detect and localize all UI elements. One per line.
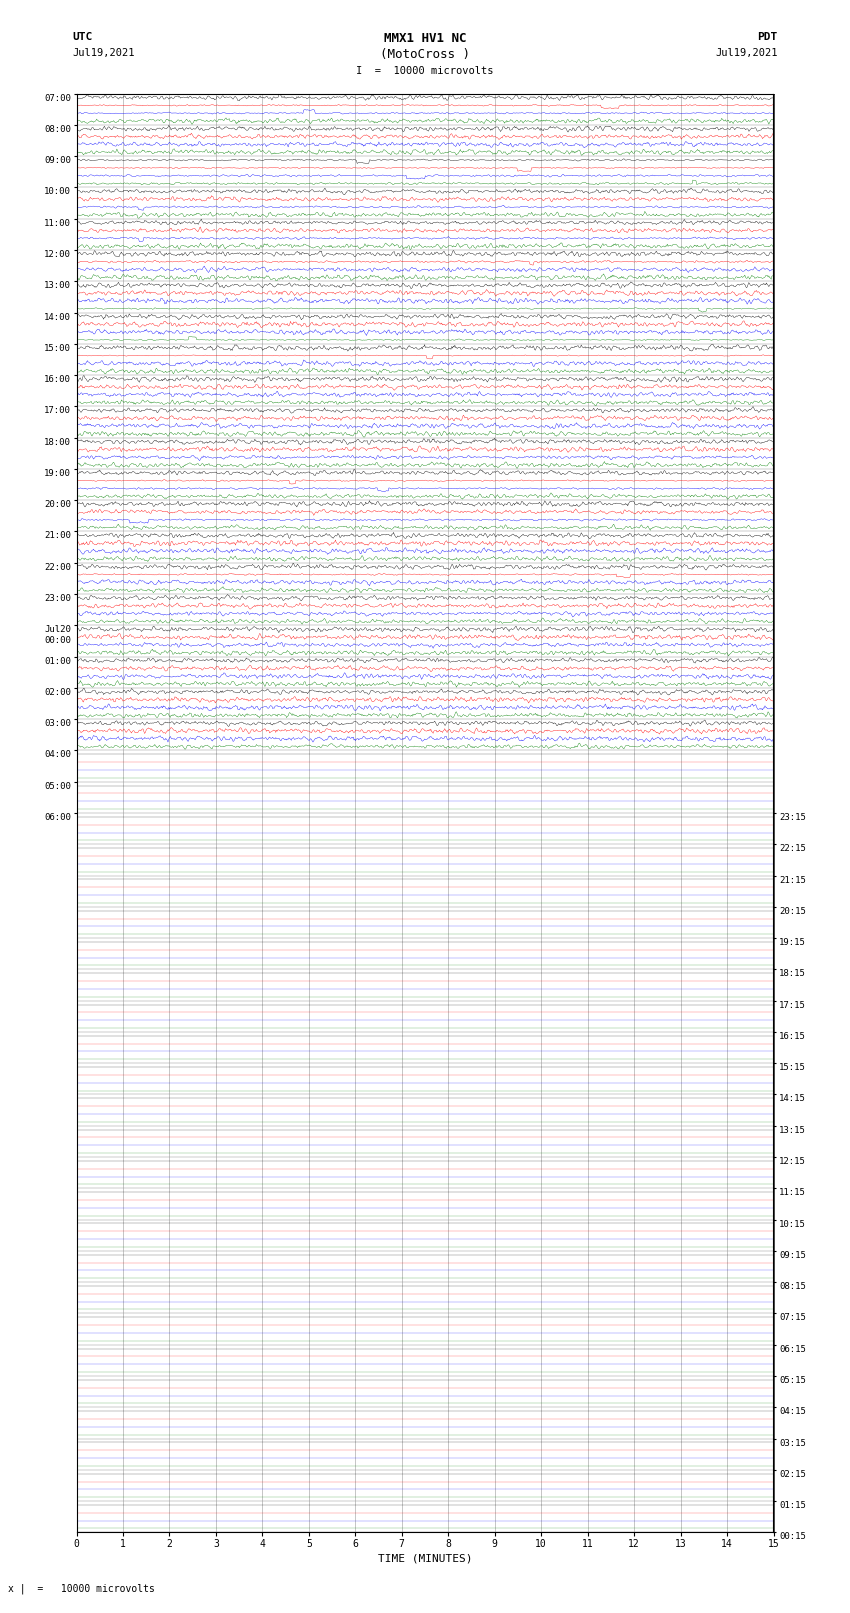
X-axis label: TIME (MINUTES): TIME (MINUTES) — [377, 1553, 473, 1563]
Text: I  =  10000 microvolts: I = 10000 microvolts — [356, 66, 494, 76]
Text: (MotoCross ): (MotoCross ) — [380, 48, 470, 61]
Text: Jul19,2021: Jul19,2021 — [72, 48, 135, 58]
Text: Jul19,2021: Jul19,2021 — [715, 48, 778, 58]
Text: PDT: PDT — [757, 32, 778, 42]
Text: x |  =   10000 microvolts: x | = 10000 microvolts — [8, 1582, 156, 1594]
Text: UTC: UTC — [72, 32, 93, 42]
Text: MMX1 HV1 NC: MMX1 HV1 NC — [383, 32, 467, 45]
